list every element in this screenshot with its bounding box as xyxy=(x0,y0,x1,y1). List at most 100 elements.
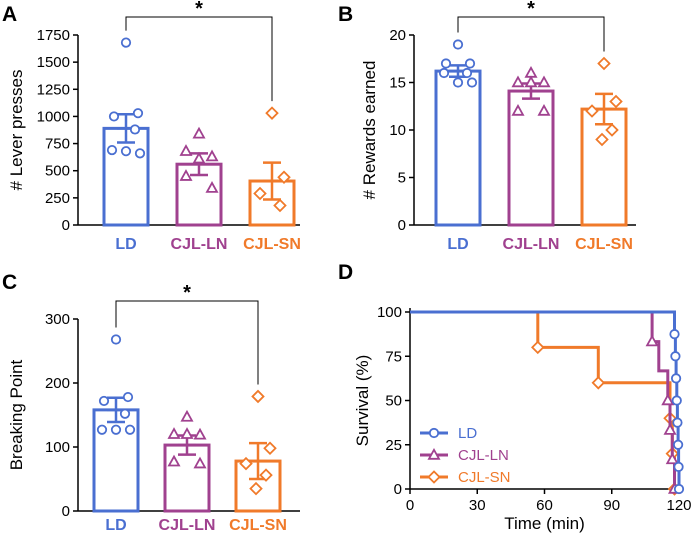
series-marker xyxy=(671,395,682,406)
series-marker xyxy=(673,461,684,472)
data-point xyxy=(511,103,525,116)
y-tick-label: 75 xyxy=(385,348,402,365)
data-point xyxy=(249,481,263,496)
y-tick-label: 15 xyxy=(389,75,406,92)
data-point xyxy=(205,181,219,193)
data-point xyxy=(438,67,450,79)
bar-LD xyxy=(434,69,482,227)
y-tick-label: 10 xyxy=(389,122,406,139)
data-point xyxy=(98,395,110,407)
data-point xyxy=(251,389,265,404)
y-axis-title: Survival (%) xyxy=(353,355,372,447)
series-marker xyxy=(670,373,682,384)
data-point xyxy=(192,126,206,139)
y-tick-label: 5 xyxy=(398,170,406,187)
data-point xyxy=(253,186,267,201)
significance-bracket xyxy=(115,300,259,385)
bar-CJL-SN xyxy=(580,107,628,227)
panel-A: A 0 250 500 750 1000 1250 1500 1750 # Lever press… xyxy=(2,0,301,253)
data-point xyxy=(106,144,118,156)
data-point xyxy=(205,149,219,162)
data-point xyxy=(464,58,476,69)
y-tick-label: 1750 xyxy=(37,27,70,44)
y-tick-label: 300 xyxy=(45,311,70,328)
data-point xyxy=(452,39,464,50)
data-point xyxy=(461,67,473,79)
y-axis-title: # Lever presses xyxy=(7,70,26,191)
x-tick-label: 0 xyxy=(406,497,414,514)
legend-marker xyxy=(427,447,441,460)
legend-marker xyxy=(427,470,441,484)
data-point xyxy=(120,37,132,48)
significance-bracket xyxy=(125,16,273,102)
x-category-label: CJL-SN xyxy=(575,236,633,253)
data-point xyxy=(119,408,131,419)
x-category-label: LD xyxy=(115,236,136,253)
bar-CJL-LN xyxy=(163,443,211,513)
x-category-label: CJL-LN xyxy=(171,236,228,253)
panel-letter: D xyxy=(338,261,353,284)
series-marker xyxy=(531,340,545,355)
legend-marker xyxy=(428,427,440,439)
data-point xyxy=(180,427,194,439)
x-tick-label: 90 xyxy=(603,497,620,514)
data-point xyxy=(167,427,181,439)
y-tick-label: 20 xyxy=(389,27,406,44)
data-point xyxy=(609,94,623,109)
panel-D: D 0 25 50 75 100 0 30 60 90 120 Time (min) Survival … xyxy=(338,261,692,533)
x-tick-label: 120 xyxy=(666,497,691,514)
data-point xyxy=(129,124,141,135)
series-marker xyxy=(673,483,685,495)
data-point xyxy=(259,468,273,482)
x-tick-label: 60 xyxy=(536,497,553,514)
series-marker xyxy=(661,393,675,406)
y-tick-label: 100 xyxy=(45,439,70,456)
data-point xyxy=(122,391,134,403)
data-point xyxy=(180,409,194,422)
y-tick-label: 250 xyxy=(45,190,70,207)
series-marker xyxy=(665,452,679,465)
data-point xyxy=(179,144,193,156)
y-axis-title: Breaking Point xyxy=(7,359,26,470)
data-point xyxy=(466,77,478,88)
panel-letter: B xyxy=(338,3,353,26)
series-line-CJL-LN xyxy=(410,310,676,489)
x-category-label: LD xyxy=(447,236,468,253)
legend-label: LD xyxy=(458,425,477,442)
x-axis-title: Time (min) xyxy=(504,514,585,533)
y-tick-label: 50 xyxy=(385,393,402,410)
panel-C: C 0 100 200 300 Breaking Point LD CJL-LN CJL-SN * xyxy=(2,271,300,534)
x-tick-label: 30 xyxy=(469,497,486,514)
series-line-LD xyxy=(410,310,681,489)
series-marker xyxy=(673,439,684,450)
x-category-label: CJL-SN xyxy=(229,517,287,534)
x-category-label: CJL-SN xyxy=(243,236,301,253)
y-tick-label: 1250 xyxy=(37,81,70,98)
y-tick-label: 750 xyxy=(45,136,70,153)
data-point xyxy=(524,75,538,88)
panel-letter: A xyxy=(2,3,17,26)
data-point xyxy=(265,106,279,120)
data-point xyxy=(110,424,122,435)
data-point xyxy=(193,456,207,469)
data-point xyxy=(239,456,253,471)
series-line-CJL-SN xyxy=(410,310,676,489)
data-point xyxy=(452,77,464,88)
y-tick-label: 0 xyxy=(62,217,70,234)
panel-B: B 0 5 10 15 20 # Rewards earned LD CJL-LN CJL-SN * xyxy=(338,0,636,253)
data-point xyxy=(605,123,619,137)
series-marker xyxy=(672,417,683,428)
data-point xyxy=(193,427,207,440)
data-point xyxy=(537,103,551,116)
data-point xyxy=(440,58,452,69)
data-point xyxy=(120,146,132,157)
significance-star: * xyxy=(527,0,535,20)
series-marker xyxy=(645,334,659,347)
x-category-label: CJL-LN xyxy=(503,236,560,253)
y-tick-label: 1000 xyxy=(37,108,70,125)
data-point xyxy=(192,151,206,164)
data-point xyxy=(277,170,291,185)
data-point xyxy=(124,424,136,435)
panel-letter: C xyxy=(2,271,17,294)
